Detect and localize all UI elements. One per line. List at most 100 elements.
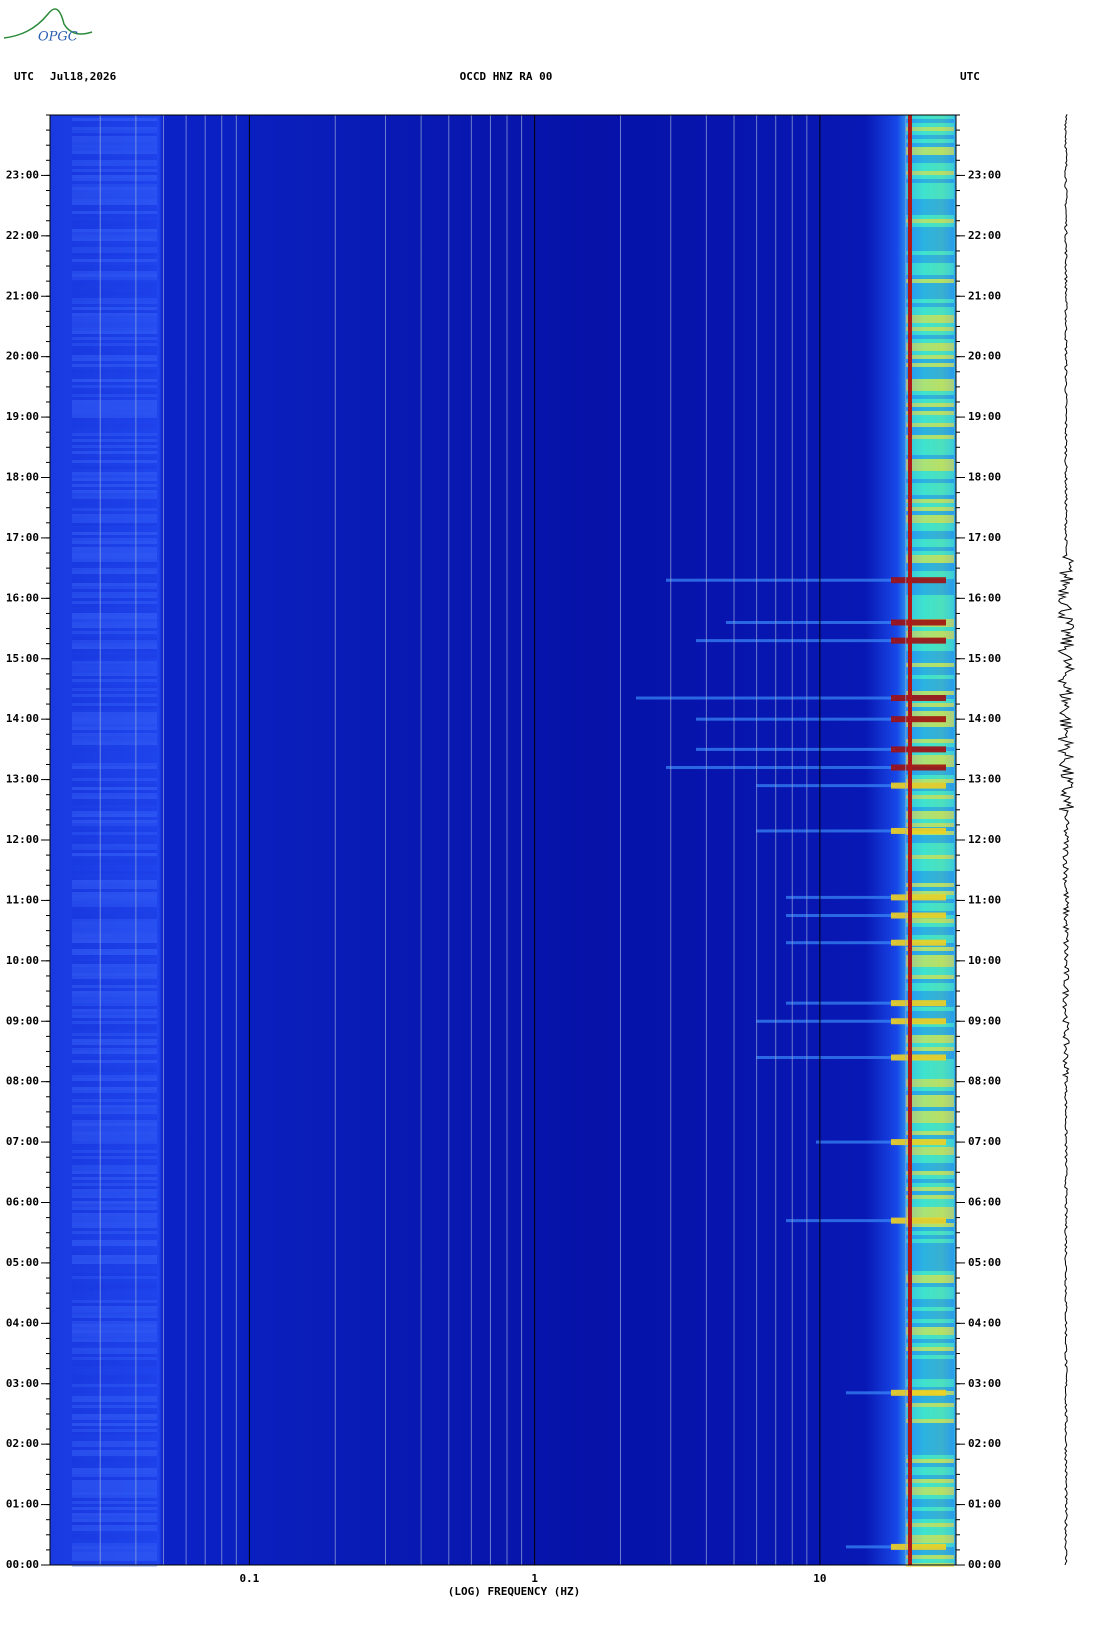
y-tick-label: 05:00 <box>6 1256 39 1269</box>
texture-row <box>72 340 157 343</box>
texture-row <box>72 1237 157 1240</box>
texture-row <box>906 779 954 783</box>
event-core <box>891 577 946 584</box>
texture-row <box>72 928 157 931</box>
texture-row <box>906 1251 954 1255</box>
texture-row <box>906 383 954 387</box>
texture-row <box>72 1084 157 1087</box>
texture-row <box>906 471 954 475</box>
texture-row <box>72 1288 157 1291</box>
texture-row <box>72 841 157 844</box>
texture-row <box>72 421 157 424</box>
texture-row <box>906 687 954 691</box>
y-tick-label: 12:00 <box>968 833 1001 846</box>
texture-row <box>72 622 157 625</box>
texture-row <box>72 1186 157 1189</box>
texture-row <box>72 826 157 829</box>
texture-row <box>72 1267 157 1270</box>
texture-row <box>72 1036 157 1039</box>
texture-row <box>72 937 157 940</box>
texture-row <box>906 651 954 655</box>
texture-row <box>906 731 954 735</box>
texture-row <box>906 535 954 539</box>
texture-row <box>72 1135 157 1138</box>
texture-row <box>906 1099 954 1103</box>
texture-row <box>906 359 954 363</box>
texture-row <box>906 1187 954 1191</box>
y-tick-label: 01:00 <box>6 1498 39 1511</box>
texture-row <box>906 343 954 347</box>
texture-row <box>906 559 954 563</box>
y-tick-label: 08:00 <box>968 1075 1001 1088</box>
texture-row <box>72 976 157 979</box>
texture-row <box>906 547 954 551</box>
texture-row <box>72 895 157 898</box>
texture-row <box>72 277 157 280</box>
texture-row <box>906 1051 954 1055</box>
texture-row <box>906 251 954 255</box>
texture-row <box>906 183 954 187</box>
texture-row <box>72 157 157 160</box>
texture-row <box>906 355 954 359</box>
texture-row <box>72 1486 157 1489</box>
texture-row <box>906 1179 954 1183</box>
texture-row <box>72 661 157 664</box>
texture-row <box>72 424 157 427</box>
y-tick-label: 21:00 <box>6 289 39 302</box>
texture-row <box>906 703 954 707</box>
texture-row <box>72 238 157 241</box>
texture-row <box>72 1522 157 1525</box>
event-streak <box>786 941 896 945</box>
texture-row <box>906 1343 954 1347</box>
texture-row <box>72 523 157 526</box>
texture-row <box>72 571 157 574</box>
event-core <box>891 637 946 644</box>
texture-row <box>72 1015 157 1018</box>
texture-row <box>906 1291 954 1295</box>
texture-row <box>72 1216 157 1219</box>
texture-row <box>72 1270 157 1273</box>
texture-row <box>72 1354 157 1357</box>
texture-row <box>906 735 954 739</box>
texture-row <box>906 851 954 855</box>
texture-row <box>906 1063 954 1067</box>
texture-row <box>906 443 954 447</box>
texture-row <box>72 1459 157 1462</box>
texture-row <box>906 1087 954 1091</box>
texture-row <box>72 478 157 481</box>
texture-row <box>72 1150 157 1153</box>
texture-row <box>906 727 954 731</box>
y-tick-label: 00:00 <box>968 1558 1001 1571</box>
texture-row <box>906 523 954 527</box>
texture-row <box>906 371 954 375</box>
texture-row <box>906 299 954 303</box>
texture-row <box>906 1275 954 1279</box>
texture-row <box>906 1551 954 1555</box>
texture-row <box>72 568 157 571</box>
texture-row <box>72 292 157 295</box>
texture-row <box>906 947 954 951</box>
texture-row <box>906 663 954 667</box>
texture-row <box>72 280 157 283</box>
texture-row <box>906 795 954 799</box>
event-streak <box>726 621 896 624</box>
texture-row <box>906 1435 954 1439</box>
texture-row <box>906 1091 954 1095</box>
texture-row <box>906 755 954 759</box>
texture-row <box>72 1345 157 1348</box>
texture-row <box>72 1321 157 1324</box>
texture-row <box>906 187 954 191</box>
texture-row <box>72 757 157 760</box>
texture-row <box>72 1456 157 1459</box>
texture-row <box>72 445 157 448</box>
texture-row <box>72 208 157 211</box>
texture-row <box>72 1192 157 1195</box>
texture-row <box>72 1411 157 1414</box>
texture-row <box>72 886 157 889</box>
texture-row <box>72 325 157 328</box>
texture-row <box>72 412 157 415</box>
texture-row <box>72 1048 157 1051</box>
texture-row <box>906 223 954 227</box>
texture-row <box>72 1519 157 1522</box>
texture-row <box>906 919 954 923</box>
